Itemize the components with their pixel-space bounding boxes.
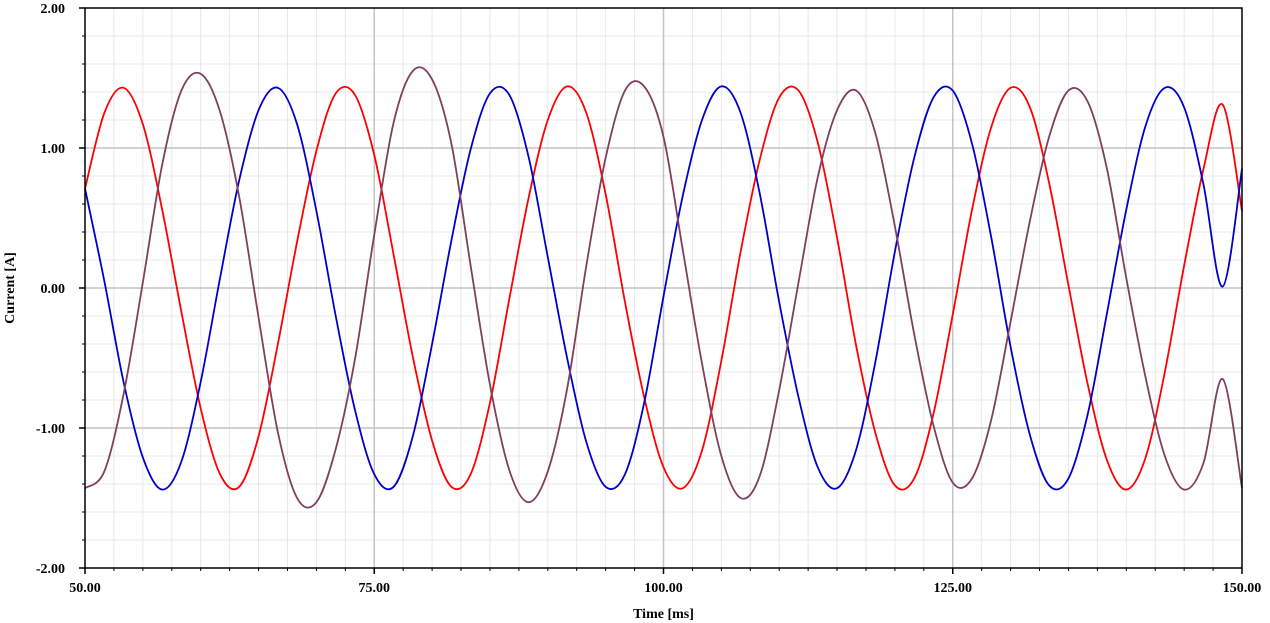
y-tick-label: 2.00 <box>41 2 66 17</box>
y-tick-label: 0.00 <box>41 282 66 297</box>
series-group <box>84 66 1243 509</box>
x-tick-label: 100.00 <box>644 581 683 596</box>
x-axis-title: Time [ms] <box>633 607 694 622</box>
x-tick-label: 50.00 <box>69 581 101 596</box>
y-tick-label: 1.00 <box>41 142 66 157</box>
tick-labels: 2.00 1.00 0.00 -1.00 -2.00 50.00 75.00 100.00 12… <box>36 2 1261 596</box>
y-tick-label: -2.00 <box>36 562 65 577</box>
series-line-1 <box>84 85 1243 491</box>
y-axis-title: Current [A] <box>3 252 18 324</box>
x-tick-label: 75.00 <box>359 581 391 596</box>
x-tick-label: 150.00 <box>1223 581 1262 596</box>
x-tick-label: 125.00 <box>934 581 973 596</box>
series-line-2 <box>84 85 1243 491</box>
ticks <box>79 7 1243 574</box>
series-line-3 <box>84 66 1243 509</box>
y-tick-label: -1.00 <box>36 422 65 437</box>
